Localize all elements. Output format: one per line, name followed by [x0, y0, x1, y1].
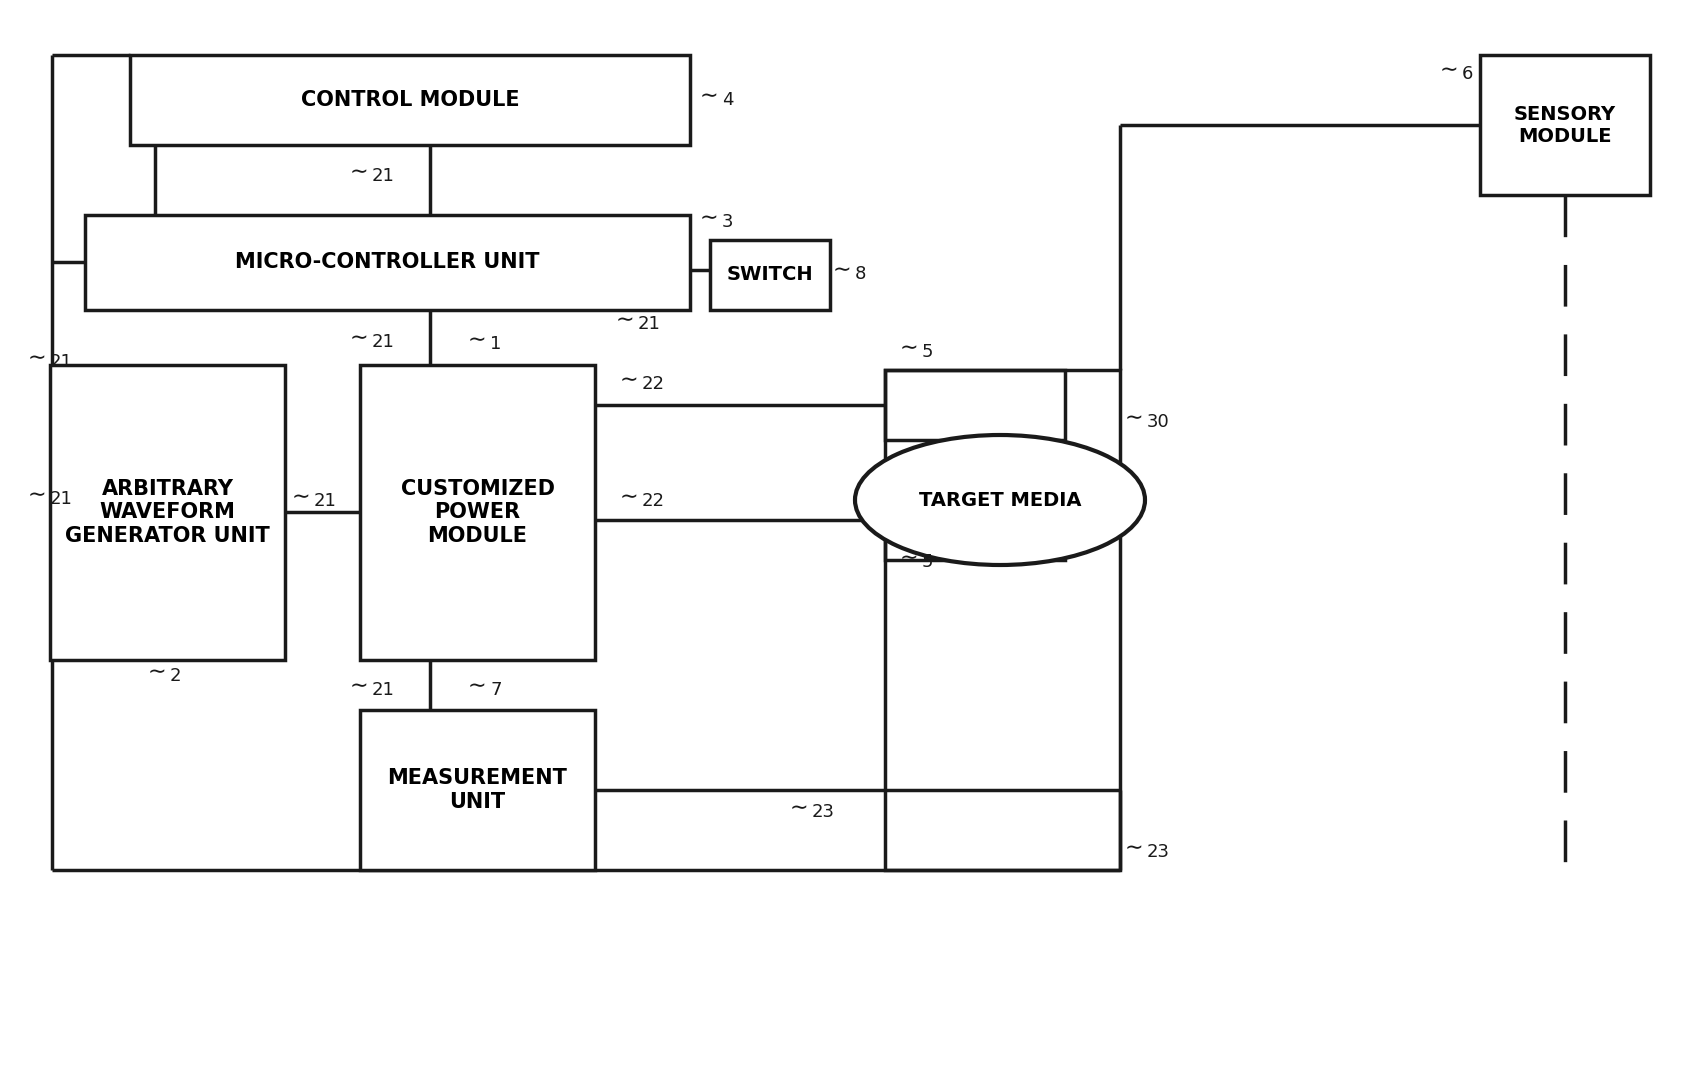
- Text: 3: 3: [722, 213, 734, 231]
- Text: ∼: ∼: [351, 162, 368, 182]
- Bar: [1480, 55, 1650, 195]
- Text: 5: 5: [921, 553, 933, 571]
- Text: ∼: ∼: [468, 676, 487, 695]
- Text: 8: 8: [855, 265, 867, 283]
- Text: ∼: ∼: [27, 348, 46, 368]
- Text: ∼: ∼: [620, 487, 639, 507]
- Text: ∼: ∼: [1441, 60, 1459, 80]
- Text: ∼: ∼: [1126, 408, 1144, 427]
- Text: MEASUREMENT
UNIT: MEASUREMENT UNIT: [388, 768, 567, 812]
- Text: 21: 21: [49, 490, 73, 508]
- Text: TARGET MEDIA: TARGET MEDIA: [918, 490, 1081, 510]
- Bar: [886, 490, 1064, 560]
- Text: ∼: ∼: [833, 260, 852, 280]
- Text: 1: 1: [490, 335, 501, 353]
- Bar: [49, 365, 284, 660]
- Bar: [886, 370, 1064, 441]
- Text: ∼: ∼: [148, 662, 167, 682]
- Text: 21: 21: [371, 681, 395, 699]
- Text: 21: 21: [371, 333, 395, 352]
- Text: 21: 21: [371, 167, 395, 186]
- Text: ∼: ∼: [790, 797, 809, 818]
- Bar: [359, 710, 594, 870]
- Text: ∼: ∼: [291, 487, 310, 507]
- Text: SENSORY
MODULE: SENSORY MODULE: [1514, 104, 1616, 145]
- Bar: [85, 215, 690, 310]
- Text: ∼: ∼: [616, 310, 635, 330]
- Bar: [129, 55, 690, 145]
- Text: ∼: ∼: [27, 485, 46, 505]
- Text: ∼: ∼: [700, 208, 719, 228]
- Text: ∼: ∼: [351, 328, 368, 348]
- Bar: [710, 240, 829, 310]
- Text: 5: 5: [921, 343, 933, 361]
- Text: MICRO-CONTROLLER UNIT: MICRO-CONTROLLER UNIT: [235, 253, 540, 272]
- Text: 23: 23: [1148, 843, 1170, 861]
- Text: 21: 21: [313, 492, 337, 510]
- Text: ∼: ∼: [468, 330, 487, 350]
- Text: 23: 23: [812, 803, 834, 821]
- Text: 7: 7: [490, 681, 501, 699]
- Text: ∼: ∼: [899, 548, 918, 569]
- Text: ∼: ∼: [1126, 838, 1144, 858]
- Ellipse shape: [855, 435, 1144, 565]
- Bar: [359, 365, 594, 660]
- Text: 4: 4: [722, 91, 734, 108]
- Text: 22: 22: [642, 492, 664, 510]
- Text: 6: 6: [1461, 65, 1473, 82]
- Text: ∼: ∼: [700, 86, 719, 106]
- Text: 21: 21: [49, 353, 73, 371]
- Bar: [886, 370, 1121, 870]
- Text: SWITCH: SWITCH: [727, 266, 814, 284]
- Text: ∼: ∼: [899, 339, 918, 358]
- Text: 21: 21: [639, 315, 661, 333]
- Text: CUSTOMIZED
POWER
MODULE: CUSTOMIZED POWER MODULE: [400, 480, 555, 546]
- Text: CONTROL MODULE: CONTROL MODULE: [301, 90, 519, 110]
- Text: ARBITRARY
WAVEFORM
GENERATOR UNIT: ARBITRARY WAVEFORM GENERATOR UNIT: [65, 480, 269, 546]
- Text: ∼: ∼: [351, 676, 368, 695]
- Text: 30: 30: [1148, 413, 1170, 431]
- Text: ∼: ∼: [620, 370, 639, 390]
- Text: 22: 22: [642, 375, 664, 393]
- Text: 2: 2: [170, 667, 182, 685]
